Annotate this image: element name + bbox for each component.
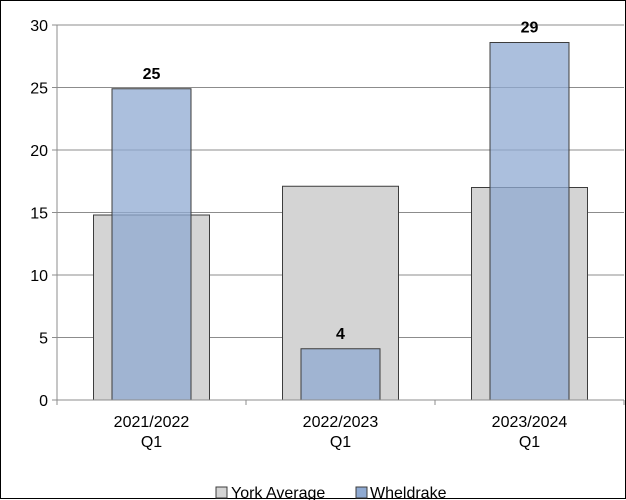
x-tick-label: 2021/2022 Q1 xyxy=(114,414,190,451)
y-tick-label: 0 xyxy=(39,393,48,410)
data-label-wheldrake: 25 xyxy=(143,66,161,83)
data-label-wheldrake: 29 xyxy=(521,20,539,37)
x-tick-label: 2022/2023 Q1 xyxy=(303,414,379,451)
legend-swatch-york-average xyxy=(215,486,228,499)
bar-wheldrake xyxy=(300,348,381,401)
legend: York Average Wheldrake xyxy=(215,485,447,500)
legend-swatch-wheldrake xyxy=(355,486,368,499)
bar-wheldrake xyxy=(489,42,570,401)
bar-wheldrake xyxy=(111,88,192,401)
y-tick-label: 5 xyxy=(39,331,48,348)
y-tick-label: 15 xyxy=(30,206,48,223)
y-tick-label: 25 xyxy=(30,81,48,98)
y-tick-label: 10 xyxy=(30,268,48,285)
legend-label-york-average: York Average xyxy=(231,485,325,500)
data-label-wheldrake: 4 xyxy=(336,326,345,343)
y-tick-label: 30 xyxy=(30,18,48,35)
axes: 0 5 10 15 20 25 30 2021/2022 Q1 2022/2023 Q1 2023/2… xyxy=(30,18,625,451)
legend-label-wheldrake: Wheldrake xyxy=(370,485,447,500)
y-tick-label: 20 xyxy=(30,143,48,160)
wheldrake-bars xyxy=(111,42,570,401)
x-tick-label: 2023/2024 Q1 xyxy=(492,414,568,451)
data-labels: 25 4 29 xyxy=(143,20,539,343)
